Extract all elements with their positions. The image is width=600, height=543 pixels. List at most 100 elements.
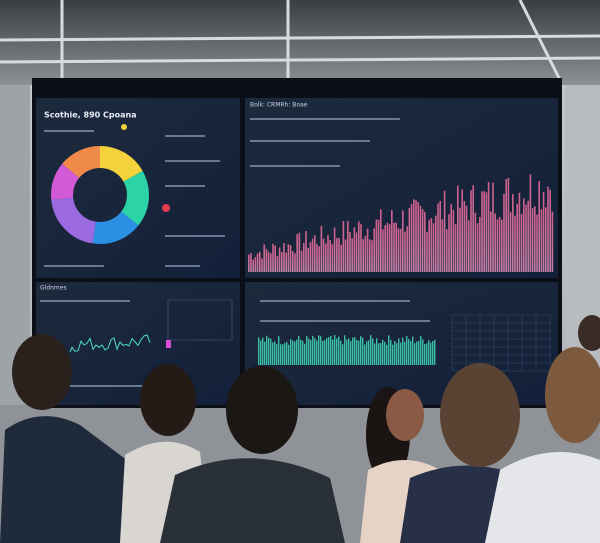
bar [376, 338, 378, 365]
bar [324, 340, 326, 365]
bar [296, 339, 298, 365]
bar [266, 335, 268, 365]
bar [428, 219, 430, 272]
bar [326, 337, 328, 365]
bar [276, 344, 278, 365]
bar [400, 342, 402, 365]
bar [551, 211, 554, 272]
bar [272, 243, 274, 272]
bar [463, 201, 466, 272]
bar [318, 335, 320, 365]
bar [390, 339, 392, 365]
bar [307, 247, 309, 272]
legend-dot [162, 204, 170, 212]
bar [457, 185, 459, 272]
bar-chart [258, 335, 436, 365]
panel-title: Gldnmes [40, 285, 67, 292]
bar [404, 231, 406, 272]
person [160, 458, 345, 543]
bar [416, 341, 418, 365]
bar [454, 224, 457, 272]
bar [487, 182, 490, 272]
bar [325, 243, 327, 272]
bar [285, 252, 287, 272]
bar [292, 251, 294, 272]
bar [388, 335, 390, 365]
bar [404, 341, 406, 365]
bar [479, 216, 481, 272]
bar [336, 238, 338, 272]
bar [272, 342, 274, 365]
person [12, 334, 72, 410]
person [0, 416, 150, 543]
text-line [40, 385, 160, 387]
bar [483, 191, 485, 272]
bar [540, 209, 543, 272]
text-line [165, 185, 205, 187]
text-line [250, 140, 370, 142]
bar [392, 344, 394, 365]
bar [410, 203, 413, 272]
bar [496, 219, 499, 272]
bar [415, 200, 417, 272]
bar [518, 192, 521, 272]
bar [481, 191, 483, 272]
bar [333, 227, 336, 272]
bar [408, 339, 410, 365]
bar [328, 337, 330, 365]
ceiling-pipes [0, 0, 600, 81]
bar [430, 218, 433, 272]
bar [259, 251, 261, 272]
bar [316, 340, 318, 365]
bar [366, 341, 368, 365]
bar [347, 220, 349, 272]
legend-dot [121, 124, 127, 130]
bar [330, 335, 332, 365]
bar [377, 219, 380, 272]
bar [421, 209, 424, 272]
bar [470, 190, 472, 272]
bar [492, 182, 494, 272]
person [386, 389, 424, 441]
bar [498, 216, 501, 272]
bar [278, 247, 281, 272]
marker [166, 340, 171, 348]
bar [260, 340, 262, 365]
bar [346, 339, 348, 365]
bar [424, 211, 426, 272]
bar [283, 243, 285, 272]
bar [372, 338, 374, 365]
audience [0, 315, 600, 543]
bar [391, 210, 393, 272]
bar [452, 209, 455, 272]
bar [304, 343, 306, 365]
bar [311, 238, 314, 272]
bar [446, 229, 448, 272]
bar [382, 339, 384, 365]
bar [397, 228, 400, 272]
bar [494, 213, 496, 272]
bar [350, 341, 352, 365]
bar [267, 251, 270, 272]
bar [402, 210, 404, 272]
person [226, 366, 298, 454]
bar [386, 344, 388, 365]
panel-title: Scothie, 890 Cpoana [44, 111, 137, 120]
bar [282, 344, 284, 365]
bar [514, 215, 516, 272]
bar [289, 245, 292, 272]
bar [294, 253, 296, 272]
bar [378, 343, 380, 365]
bar [536, 214, 538, 272]
bar [358, 340, 360, 365]
bar [507, 177, 510, 272]
bar [369, 239, 371, 272]
bar [316, 244, 318, 272]
bar [300, 250, 303, 272]
bar [342, 344, 344, 365]
bar [278, 336, 280, 365]
bar [312, 335, 314, 365]
bar [309, 242, 312, 272]
text-line [40, 300, 130, 302]
